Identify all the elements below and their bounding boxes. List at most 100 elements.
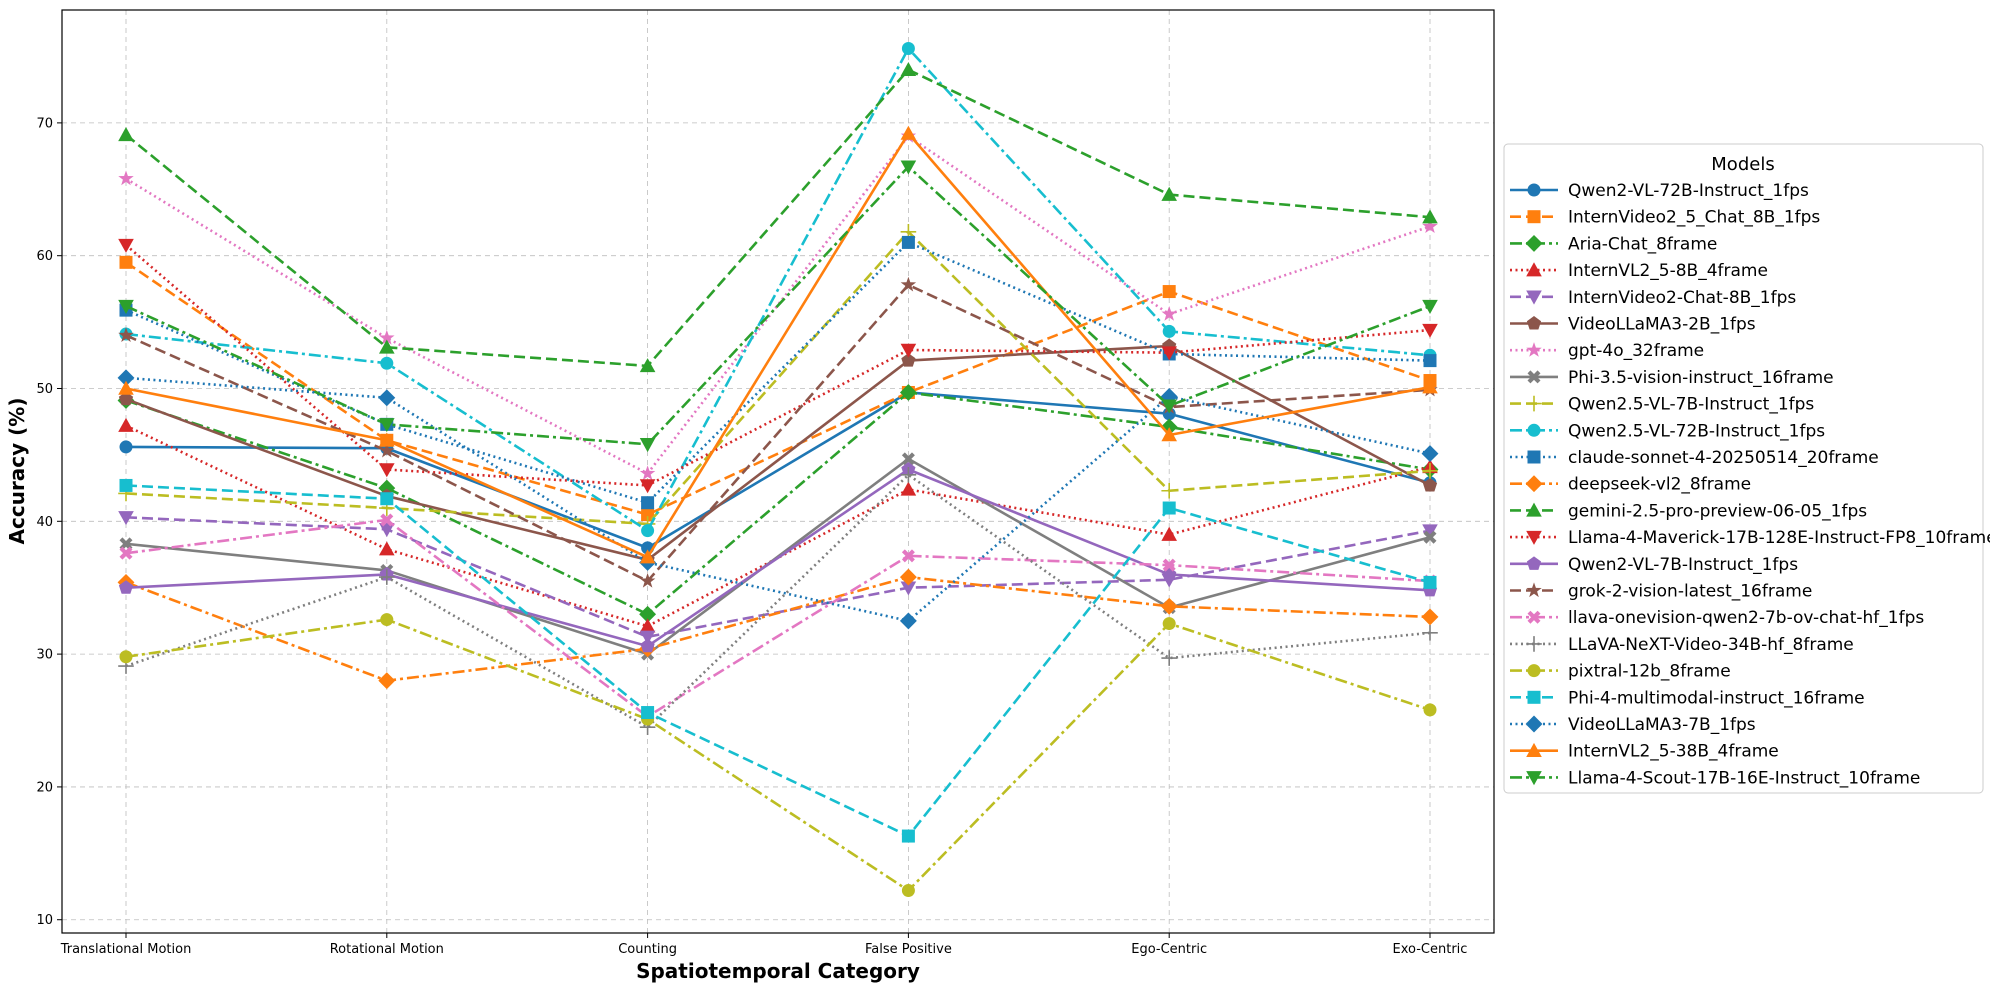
series-line [125,391,1431,616]
data-point [1422,323,1438,338]
legend-label: InternVideo2_5_Chat_8B_1fps [1568,208,1820,228]
series-line [125,132,1431,559]
data-point [639,438,656,453]
data-point [119,650,133,664]
data-point [118,511,134,526]
data-point [899,568,917,586]
legend-label: VideoLLaMA3-7B_1fps [1568,715,1756,735]
data-point [639,572,656,588]
y-tick-label: 50 [36,382,53,397]
x-tick-label: Counting [618,942,677,957]
legend-marker [1527,183,1541,197]
data-point [900,125,917,140]
data-point [900,581,917,596]
x-tick-label: Translational Motion [60,942,192,957]
data-point [1160,597,1178,615]
series-pixtral-12b_8frame [119,613,1437,898]
series-line [125,230,1431,526]
legend-marker [1526,742,1542,757]
legend-marker [1526,582,1542,598]
legend-entry: claude-sonnet-4-20250514_20frame [1510,448,1879,468]
legend-entry: pixtral-12b_8frame [1510,662,1731,682]
data-point [118,580,134,594]
plot-frame [61,9,1495,934]
legend-entry: grok-2-vision-latest_16frame [1510,582,1812,602]
data-point [639,630,656,645]
data-point [1161,427,1177,442]
legend-label: LLaVA-NeXT-Video-34B-hf_8frame [1568,635,1854,655]
legend-entry: Aria-Chat_8frame [1510,234,1717,254]
data-point [1162,324,1176,338]
data-point [1423,703,1437,717]
data-point [901,235,915,249]
legend-entry: gpt-4o_32frame [1510,341,1704,361]
data-point [379,442,395,458]
data-point [119,478,133,492]
legend-frame [1503,143,1984,794]
legend-entry: Phi-4-multimodal-instruct_16frame [1510,688,1865,708]
data-point [1162,285,1176,299]
y-axis-ticks: 10 20 30 40 50 60 70 [36,116,62,928]
legend-entry: Qwen2.5-VL-72B-Instruct_1fps [1510,421,1825,441]
legend-label: Qwen2-VL-7B-Instruct_1fps [1568,555,1798,575]
data-point [900,467,917,483]
series-Llama-4-Maverick-17B-128E-Instruct-FP8_10frame [118,238,1438,494]
legend-marker [1527,370,1541,384]
data-point [379,432,395,447]
data-point [380,513,394,527]
data-point [379,418,395,433]
legend-label: Qwen2.5-VL-7B-Instruct_1fps [1568,395,1814,415]
data-point [1422,209,1438,224]
data-point [1161,306,1177,321]
data-point [639,465,656,481]
data-point [639,479,656,494]
data-point [901,829,915,843]
data-point [118,238,134,253]
legend-label: gemini-2.5-pro-preview-06-05_1fps [1568,501,1867,521]
legend-label: Aria-Chat_8frame [1568,234,1717,254]
series-Phi-4-multimodal-instruct_16frame [119,478,1437,843]
legend-marker [1526,342,1542,357]
y-tick-label: 30 [36,648,53,663]
legend-label: deepseek-vl2_8frame [1568,475,1751,495]
legend-entry: InternVideo2_5_Chat_8B_1fps [1510,208,1820,228]
y-tick-label: 70 [36,116,53,131]
legend-entry: Phi-3.5-vision-instruct_16frame [1510,368,1834,388]
data-point [379,463,395,478]
data-point [1161,186,1177,201]
series-line [125,283,1431,583]
data-point [901,452,915,466]
series-line [125,518,1431,718]
legend-marker [1525,234,1543,252]
data-point [901,353,916,367]
data-point [379,329,395,345]
legend-marker [1527,664,1541,678]
data-point [900,160,917,175]
x-tick-label: Exo-Centric [1393,942,1468,957]
data-point [118,327,134,342]
data-point [117,369,135,387]
series-InternVL2_5-38B_4frame [118,125,1438,564]
data-point [899,384,917,401]
legend-marker [1526,395,1542,412]
x-tick-label: Ego-Centric [1131,942,1207,957]
y-tick-label: 60 [36,249,53,264]
data-point [379,569,395,585]
data-point [380,356,394,370]
series-line [125,165,1431,446]
legend-label: gpt-4o_32frame [1568,341,1704,361]
legend-label: Phi-3.5-vision-instruct_16frame [1568,368,1834,388]
data-point [119,546,133,560]
data-point [901,549,915,563]
series-gemini-2.5-pro-preview-06-05_1fps [118,61,1438,373]
data-point [900,343,917,358]
series-line [125,68,1431,368]
legend-label: Qwen2.5-VL-72B-Instruct_1fps [1568,421,1825,441]
data-point [379,339,395,354]
data-point [1423,354,1437,368]
legend-marker [1527,690,1541,704]
legend-label: VideoLLaMA3-2B_1fps [1568,315,1756,335]
legend-entry: LLaVA-NeXT-Video-34B-hf_8frame [1510,635,1854,655]
data-point [118,417,134,432]
